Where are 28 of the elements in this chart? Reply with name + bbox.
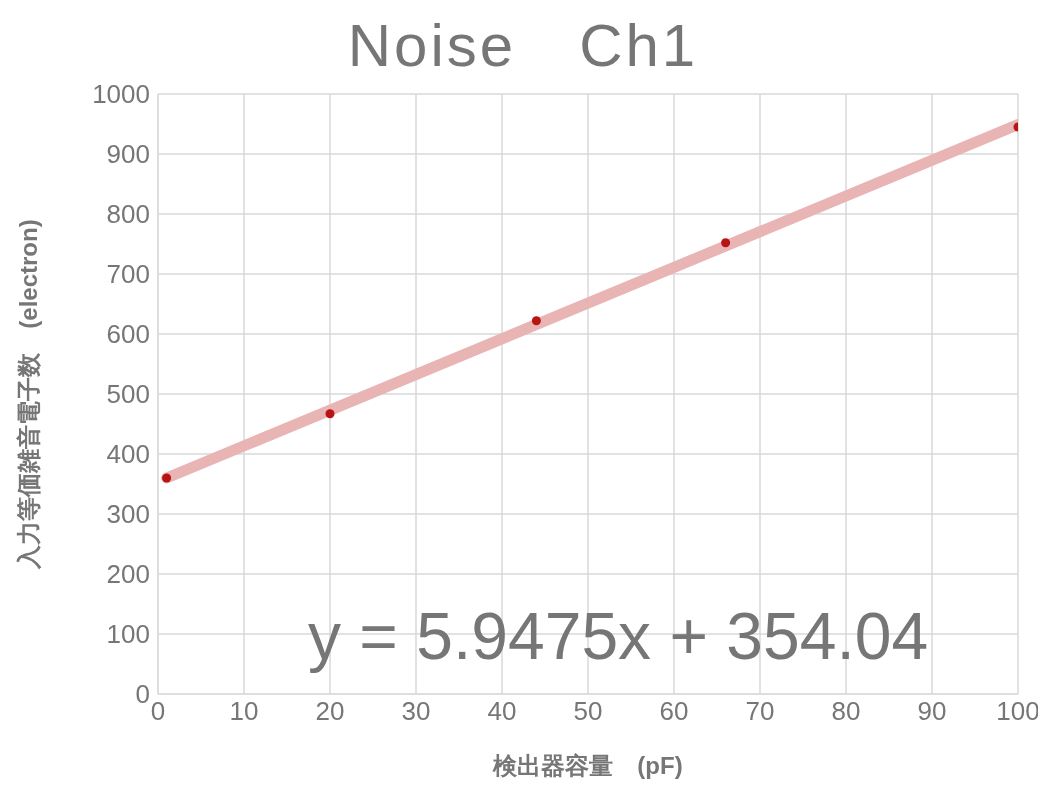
y-tick-label: 200 — [106, 559, 150, 590]
point — [721, 238, 731, 248]
point — [325, 409, 335, 419]
y-tick-label: 500 — [106, 379, 150, 410]
point — [531, 316, 541, 326]
x-axis-title: 検出器容量 (pF) — [492, 752, 683, 779]
x-tick-label: 80 — [831, 696, 861, 727]
y-tick-label: 100 — [106, 619, 150, 650]
x-tick-label: 40 — [487, 696, 517, 727]
annotation: y = 5.9475x + 354.04 — [308, 598, 929, 674]
x-tick-label: 60 — [659, 696, 689, 727]
y-tick-label: 800 — [106, 199, 150, 230]
x-tick-label: 10 — [229, 696, 259, 727]
x-tick-label: 100 — [996, 696, 1040, 727]
x-tick-label: 20 — [315, 696, 345, 727]
x-tick-label: 90 — [917, 696, 947, 727]
x-tick-label: 30 — [401, 696, 431, 727]
y-tick-label: 1000 — [92, 79, 150, 110]
y-tick-label: 900 — [106, 139, 150, 170]
y-axis-title: 入力等価雑音電子数 (electron) — [14, 219, 42, 570]
y-tick-label: 300 — [106, 499, 150, 530]
y-tick-label: 700 — [106, 259, 150, 290]
x-tick-label: 70 — [745, 696, 775, 727]
y-tick-label: 600 — [106, 319, 150, 350]
point — [162, 473, 172, 483]
x-tick-label: 50 — [573, 696, 603, 727]
chart-title: Noise Ch1 — [347, 12, 699, 79]
y-tick-label: 400 — [106, 439, 150, 470]
